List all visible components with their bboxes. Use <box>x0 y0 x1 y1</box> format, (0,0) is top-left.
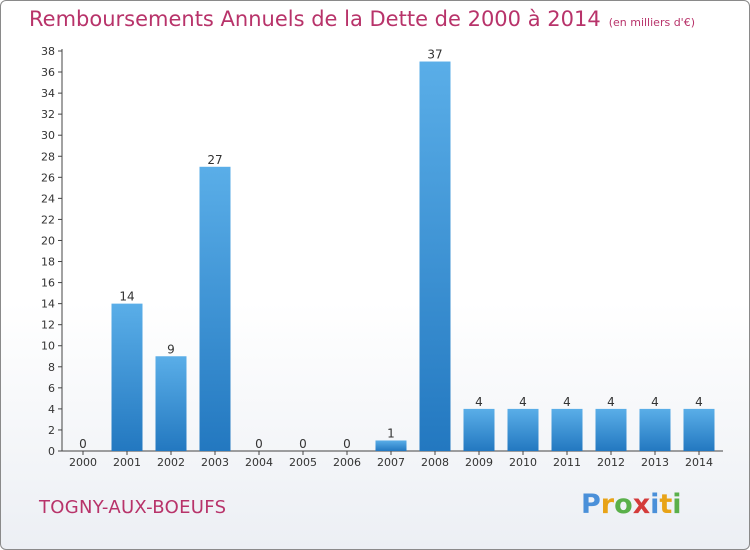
bar-2013 <box>639 408 671 451</box>
brand-letter: r <box>600 489 615 520</box>
chart-title: Remboursements Annuels de la Dette de 20… <box>29 7 695 31</box>
x-tick-label: 2003 <box>201 456 229 469</box>
y-tick-label: 14 <box>41 298 55 311</box>
commune-name: TOGNY-AUX-BOEUFS <box>39 497 227 518</box>
y-tick-label: 0 <box>48 445 55 458</box>
y-tick-label: 16 <box>41 277 55 290</box>
x-tick-label: 2008 <box>421 456 449 469</box>
data-label: 0 <box>79 437 87 451</box>
y-tick-label: 28 <box>41 150 55 163</box>
data-label: 4 <box>563 395 571 409</box>
brand-letter: i <box>650 489 660 520</box>
bar-2011 <box>551 408 583 451</box>
brand-letter: P <box>581 489 601 520</box>
data-label: 37 <box>427 48 442 62</box>
x-tick-label: 2010 <box>509 456 537 469</box>
unit-note: (en milliers d'€) <box>608 16 695 29</box>
data-label: 0 <box>299 437 307 451</box>
x-tick-label: 2007 <box>377 456 405 469</box>
bar-2014 <box>683 408 715 451</box>
brand-letter: x <box>632 489 651 520</box>
data-label: 4 <box>475 395 483 409</box>
data-label: 4 <box>519 395 527 409</box>
bar-2010 <box>507 408 539 451</box>
x-tick-label: 2005 <box>289 456 317 469</box>
y-tick-label: 2 <box>48 424 55 437</box>
y-tick-label: 10 <box>41 340 55 353</box>
y-tick-label: 20 <box>41 234 55 247</box>
x-tick-label: 2001 <box>113 456 141 469</box>
brand-letter: i <box>672 489 682 520</box>
data-label: 1 <box>387 426 395 440</box>
proxiti-logo: Proxiti <box>581 489 682 520</box>
title-text: Remboursements Annuels de la Dette de 20… <box>29 7 601 31</box>
data-label: 9 <box>167 342 175 356</box>
x-tick-label: 2013 <box>641 456 669 469</box>
y-tick-label: 38 <box>41 45 55 58</box>
data-label: 4 <box>651 395 659 409</box>
data-label: 4 <box>607 395 615 409</box>
y-tick-label: 18 <box>41 256 55 269</box>
x-tick-label: 2006 <box>333 456 361 469</box>
bar-2012 <box>595 408 627 451</box>
brand-letter: t <box>659 489 673 520</box>
y-tick-label: 36 <box>41 66 55 79</box>
y-tick-label: 34 <box>41 87 55 100</box>
bar-2007 <box>375 440 407 451</box>
y-tick-label: 4 <box>48 403 55 416</box>
x-tick-label: 2011 <box>553 456 581 469</box>
bar-2003 <box>199 166 231 451</box>
y-tick-label: 22 <box>41 213 55 226</box>
data-label: 4 <box>695 395 703 409</box>
bar-2002 <box>155 356 187 451</box>
bar-2001 <box>111 303 143 451</box>
data-label: 0 <box>343 437 351 451</box>
y-tick-label: 8 <box>48 361 55 374</box>
x-tick-label: 2004 <box>245 456 273 469</box>
data-label: 27 <box>207 153 222 167</box>
brand-letter: o <box>614 489 633 520</box>
x-tick-label: 2009 <box>465 456 493 469</box>
x-tick-label: 2014 <box>685 456 713 469</box>
value-labels: 0 14 9 27 0 0 0 1 37 4 4 4 4 4 4 <box>79 48 703 451</box>
y-tick-label: 26 <box>41 171 55 184</box>
data-label: 14 <box>119 290 134 304</box>
bar-2009 <box>463 408 495 451</box>
x-tick-label: 2012 <box>597 456 625 469</box>
y-tick-label: 30 <box>41 129 55 142</box>
y-tick-label: 12 <box>41 319 55 332</box>
y-tick-label: 32 <box>41 108 55 121</box>
y-tick-label: 6 <box>48 382 55 395</box>
x-tick-label: 2002 <box>157 456 185 469</box>
x-tick-label: 2000 <box>69 456 97 469</box>
y-tick-label: 24 <box>41 192 55 205</box>
bar-2008 <box>419 61 451 452</box>
data-label: 0 <box>255 437 263 451</box>
bars <box>111 61 715 452</box>
